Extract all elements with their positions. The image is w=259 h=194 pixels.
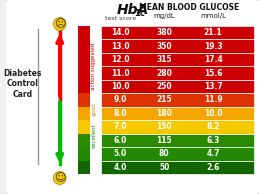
Bar bbox=[101, 161, 254, 174]
Text: 250: 250 bbox=[156, 82, 172, 91]
Text: 19.3: 19.3 bbox=[204, 42, 222, 51]
Bar bbox=[78, 39, 90, 53]
Text: 13.0: 13.0 bbox=[111, 42, 130, 51]
Text: 50: 50 bbox=[159, 163, 169, 172]
Text: 4.7: 4.7 bbox=[206, 149, 220, 158]
Bar bbox=[101, 134, 254, 147]
Text: Diabetes
Control
Card: Diabetes Control Card bbox=[3, 69, 42, 99]
Bar bbox=[101, 26, 254, 39]
Bar bbox=[78, 93, 90, 107]
Bar bbox=[78, 80, 90, 93]
Text: 6.0: 6.0 bbox=[114, 136, 127, 145]
Text: good: good bbox=[91, 102, 96, 116]
FancyBboxPatch shape bbox=[5, 0, 259, 194]
Text: 6.3: 6.3 bbox=[206, 136, 220, 145]
Text: 13.7: 13.7 bbox=[204, 82, 222, 91]
Bar bbox=[78, 53, 90, 66]
Text: 14.0: 14.0 bbox=[111, 28, 130, 37]
Text: action suggested: action suggested bbox=[91, 42, 96, 90]
Text: 150: 150 bbox=[156, 122, 172, 131]
Text: 115: 115 bbox=[156, 136, 172, 145]
Text: 12.0: 12.0 bbox=[111, 55, 130, 64]
Text: 9.0: 9.0 bbox=[114, 95, 127, 105]
Text: 15.6: 15.6 bbox=[204, 69, 222, 78]
Bar bbox=[78, 134, 90, 147]
Text: 8.2: 8.2 bbox=[206, 122, 220, 131]
Bar bbox=[101, 66, 254, 80]
Text: 180: 180 bbox=[156, 109, 172, 118]
Text: 5.0: 5.0 bbox=[114, 149, 127, 158]
Text: 11.0: 11.0 bbox=[111, 69, 130, 78]
Bar bbox=[78, 161, 90, 174]
Bar bbox=[101, 120, 254, 134]
Bar bbox=[78, 26, 90, 39]
Text: test score: test score bbox=[105, 16, 136, 22]
Bar bbox=[101, 147, 254, 161]
Text: 315: 315 bbox=[156, 55, 172, 64]
Text: 7.0: 7.0 bbox=[113, 122, 127, 131]
Bar bbox=[78, 120, 90, 134]
Bar bbox=[78, 66, 90, 80]
Text: 80: 80 bbox=[159, 149, 170, 158]
Text: 280: 280 bbox=[156, 69, 172, 78]
Bar bbox=[101, 39, 254, 53]
Bar bbox=[101, 53, 254, 66]
Bar bbox=[101, 80, 254, 93]
Bar bbox=[78, 107, 90, 120]
Text: 21.1: 21.1 bbox=[204, 28, 222, 37]
Text: 1c: 1c bbox=[134, 9, 145, 17]
Text: 4.0: 4.0 bbox=[114, 163, 127, 172]
Text: excellent: excellent bbox=[91, 124, 96, 148]
Text: MEAN BLOOD GLUCOSE: MEAN BLOOD GLUCOSE bbox=[139, 3, 239, 12]
Text: mmol/L: mmol/L bbox=[200, 13, 226, 19]
Text: HbA: HbA bbox=[116, 3, 149, 17]
Text: 11.9: 11.9 bbox=[204, 95, 222, 105]
Text: 215: 215 bbox=[156, 95, 172, 105]
Circle shape bbox=[53, 171, 66, 184]
Bar bbox=[78, 147, 90, 161]
Text: 350: 350 bbox=[156, 42, 172, 51]
Text: 10.0: 10.0 bbox=[204, 109, 222, 118]
Text: ☺: ☺ bbox=[54, 173, 66, 183]
Text: mg/dL: mg/dL bbox=[153, 13, 175, 19]
Text: 2.6: 2.6 bbox=[206, 163, 220, 172]
Bar bbox=[101, 107, 254, 120]
Bar bbox=[101, 93, 254, 107]
Text: 8.0: 8.0 bbox=[113, 109, 127, 118]
Text: 380: 380 bbox=[156, 28, 172, 37]
Circle shape bbox=[53, 17, 66, 30]
Text: 17.4: 17.4 bbox=[204, 55, 222, 64]
Text: ☹: ☹ bbox=[54, 19, 66, 29]
Text: 10.0: 10.0 bbox=[111, 82, 130, 91]
